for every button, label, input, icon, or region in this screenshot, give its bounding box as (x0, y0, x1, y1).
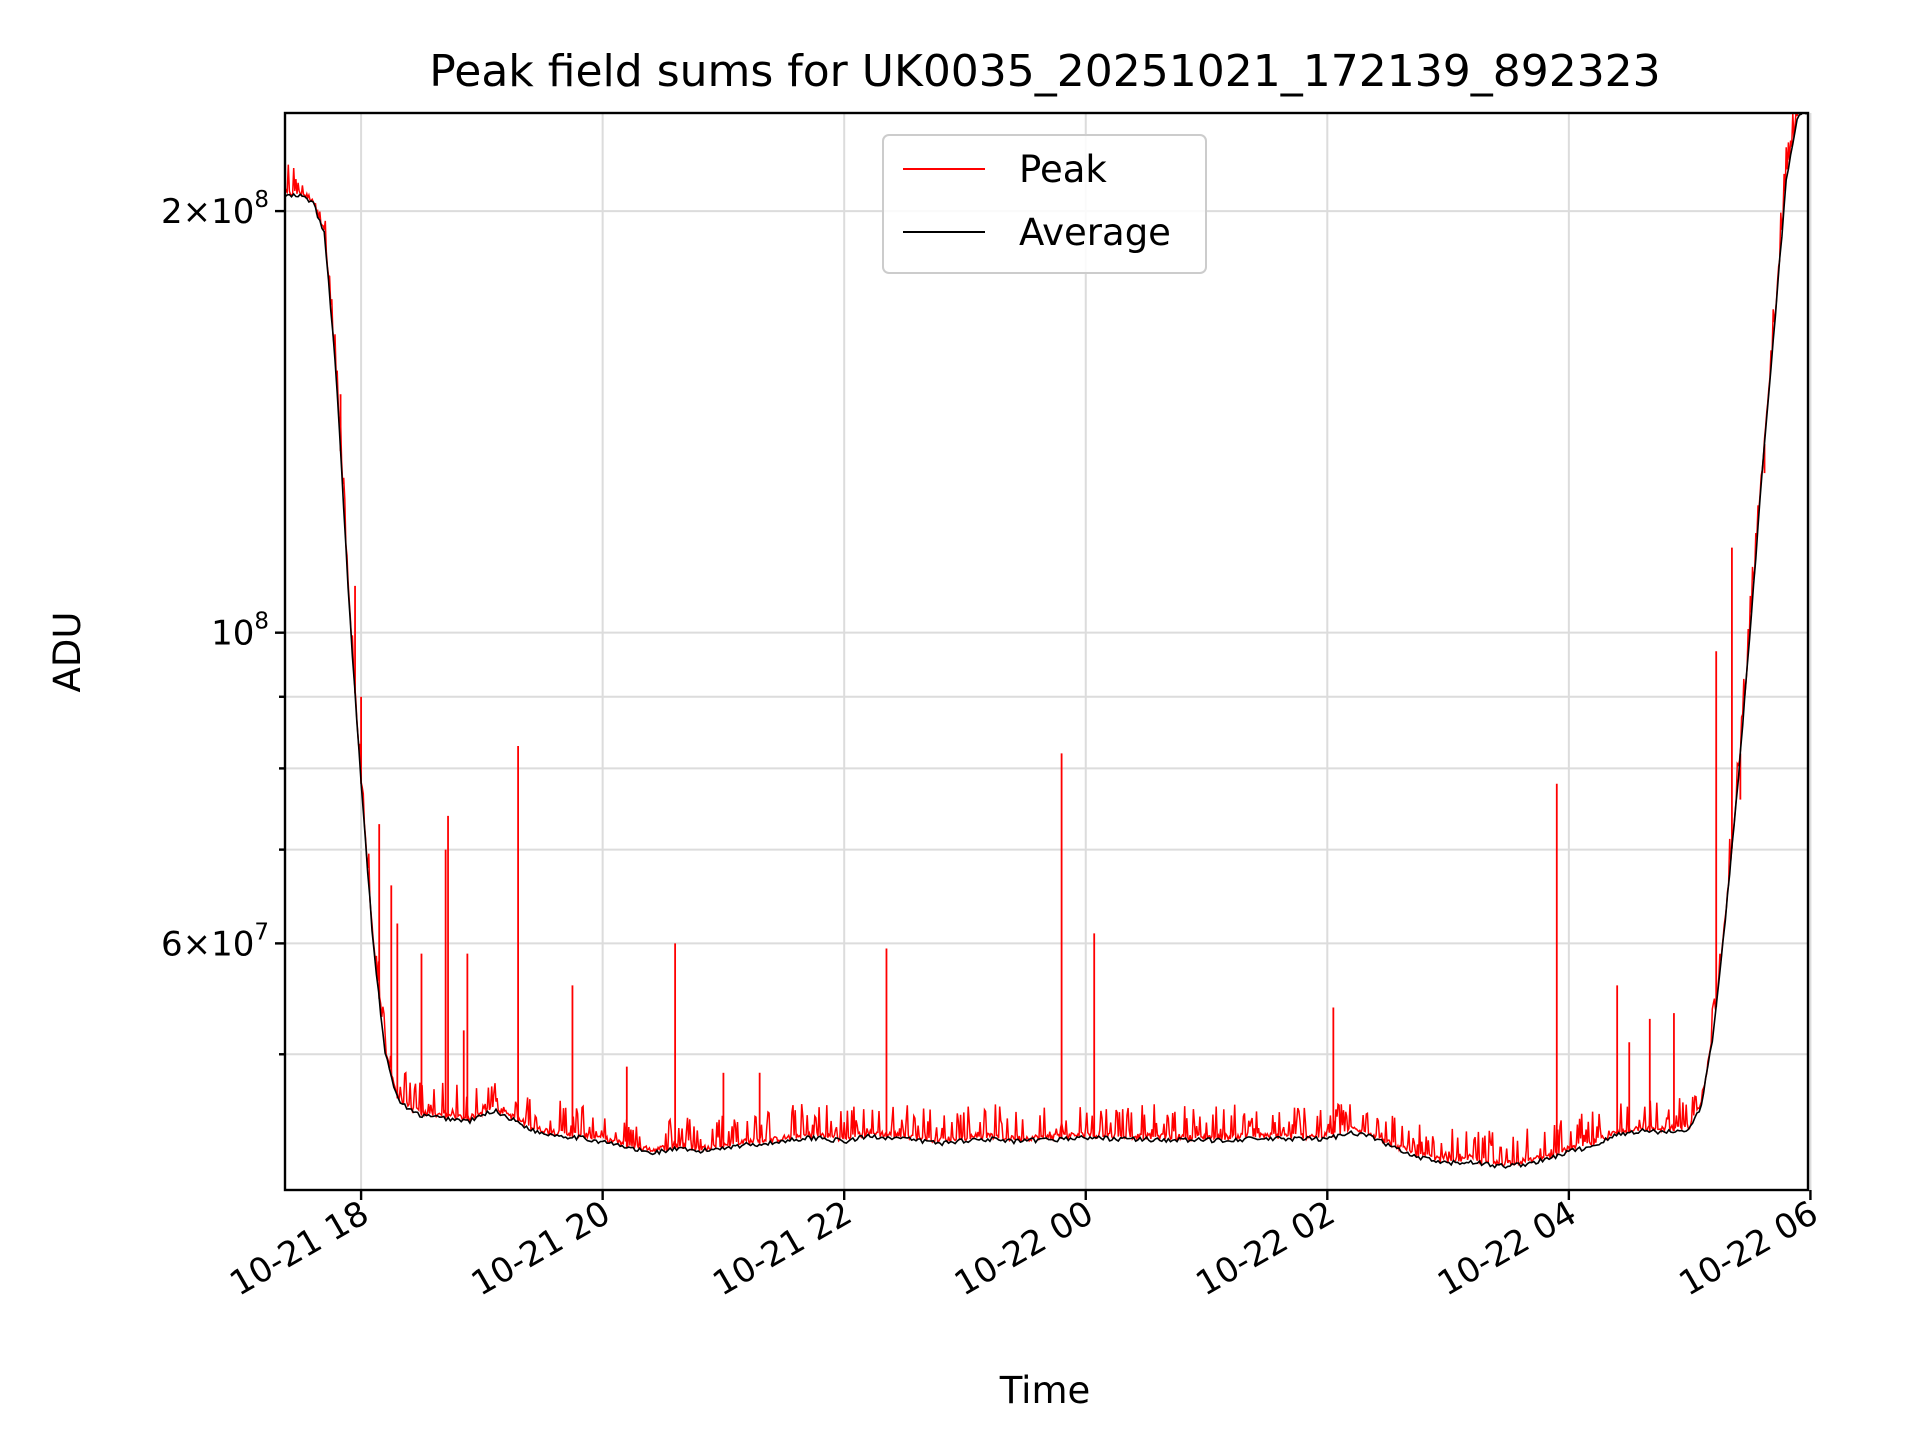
legend: Peak Average (882, 134, 1207, 274)
plot-frame (283, 111, 1810, 1192)
y-tick-label: 2×108 (161, 187, 269, 232)
chart-title: Peak field sums for UK0035_20251021_1721… (429, 46, 1660, 97)
y-tick-label: 6×107 (161, 919, 269, 964)
x-axis-ticks: 10-21 18 10-21 20 10-21 22 10-22 00 10-22 02… (223, 1190, 1825, 1304)
x-tick-label: 10-21 18 (223, 1193, 375, 1304)
average-series (285, 113, 1808, 1169)
x-tick-label: 10-22 02 (1189, 1193, 1341, 1304)
legend-average-label: Average (1019, 211, 1171, 254)
x-tick-label: 10-22 06 (1673, 1193, 1825, 1304)
y-axis-ticks: 6×107 108 2×108 (161, 187, 285, 1056)
grid (285, 113, 1812, 1190)
x-tick-label: 10-21 22 (706, 1193, 858, 1304)
y-tick-label: 108 (211, 609, 269, 654)
x-tick-label: 10-22 00 (948, 1193, 1100, 1304)
x-tick-label: 10-21 20 (465, 1193, 617, 1304)
x-tick-label: 10-22 04 (1431, 1193, 1583, 1304)
x-axis-label: Time (999, 1369, 1091, 1412)
y-axis-label: ADU (46, 612, 89, 693)
average-line (285, 113, 1808, 1169)
legend-peak-label: Peak (1019, 148, 1107, 191)
